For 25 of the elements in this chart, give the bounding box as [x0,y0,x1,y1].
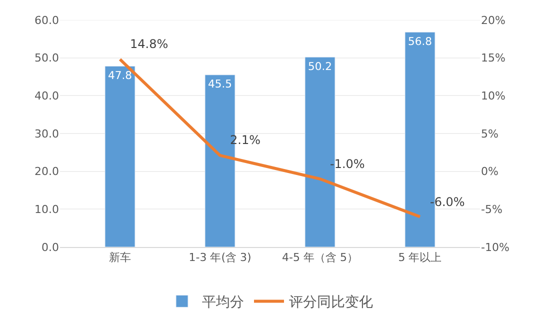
y2-tick-label: 0% [481,165,498,178]
y2-tick-label: 5% [481,127,498,140]
y2-tick-label: 10% [481,90,506,103]
data-label: 45.5 [208,78,232,91]
text: 10.0 [34,203,59,216]
y2-tick-label: 15% [481,52,506,65]
data-label: 50.2 [308,60,332,73]
text: 30.0 [34,127,59,140]
x-tick-label: 1-3 年(含 3) [188,251,252,264]
text: 60.0 [34,14,59,27]
x-tick-label: 新车 [109,251,131,264]
text: 50.0 [34,52,59,65]
data-label: 14.8% [130,37,168,51]
text: 20.0 [34,165,59,178]
legend-label: 评分同比变化 [289,294,373,311]
y2-tick-label: 20% [481,14,506,27]
data-label: 47.8 [108,68,132,82]
data-label: 56.8 [408,34,432,48]
text: 0.0 [42,240,59,254]
y2-tick-label: -10% [481,240,510,254]
text: 40.0 [34,90,59,103]
legend-label: 平均分 [202,294,244,311]
x-tick-label: 5 年以上 [398,251,442,264]
x-tick-label: 4-5 年（含 5） [282,251,358,264]
y2-tick-label: -5% [481,203,502,216]
